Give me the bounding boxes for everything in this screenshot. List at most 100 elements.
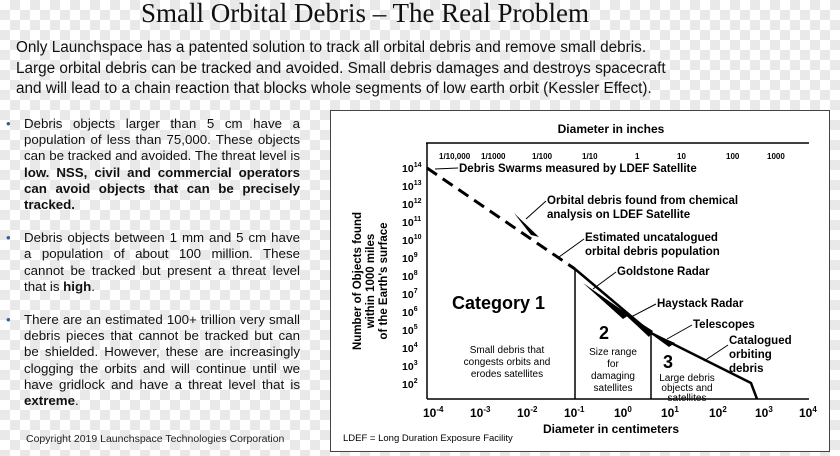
haystack-segment (619, 309, 653, 337)
bullet-bold-text: low. NSS, civil and commercial operators… (24, 164, 300, 213)
y-axis-ticks: 1014 1013 1012 1011 1010 109 108 107 106… (402, 162, 422, 391)
leader-line (592, 271, 617, 290)
bullet-text: Debris objects between 1 mm and 5 cm hav… (24, 230, 300, 294)
top-tick-label: 1 (635, 152, 640, 161)
y-tick-label: 1010 (402, 234, 422, 247)
goldstone-label: Goldstone Radar (617, 266, 710, 278)
leader-line (525, 200, 547, 220)
region-2-label: 2 (599, 323, 609, 343)
bullet-suffix: . (75, 393, 79, 409)
bullet-bold-text: extreme (24, 393, 76, 409)
bullet-bold-text: high (63, 278, 92, 294)
bottom-tick-label: 104 (799, 405, 817, 420)
top-tick-label: 1/100 (532, 152, 553, 161)
orbital-debris-label-2: analysis on LDEF Satellite (547, 209, 690, 221)
category-1-desc-line: Small debris that (470, 345, 545, 356)
telescopes-label: Telescopes (693, 319, 755, 331)
slide-title: Small Orbital Debris – The Real Problem (141, 0, 589, 28)
y-axis-title-line: of the Earth's surface (378, 222, 390, 339)
y-tick-label: 108 (402, 270, 418, 283)
catalogued-label-1: Catalogued (729, 335, 792, 347)
bullet-text: Debris objects larger than 5 cm have a p… (24, 116, 300, 164)
region-3-label: 3 (663, 352, 673, 372)
bottom-tick-label: 10-1 (564, 405, 585, 420)
top-tick-label: 1/10 (582, 152, 598, 161)
leader-line (558, 238, 585, 258)
y-axis-title: Number of Objects found within 1000 mile… (352, 212, 390, 350)
region-2-desc-line: satellites (594, 383, 633, 394)
ldef-footnote: LDEF = Long Duration Exposure Facility (343, 433, 513, 444)
leader-line (434, 167, 459, 170)
debris-diagram-svg: Diameter in inches 1/10,000 1/1000 1/100… (343, 122, 817, 444)
bottom-tick-label: 101 (661, 405, 679, 420)
y-tick-label: 107 (402, 288, 418, 301)
bullet-item-large-debris: • Debris objects larger than 5 cm have a… (6, 116, 300, 213)
debris-diagram: Diameter in inches 1/10,000 1/1000 1/100… (330, 110, 830, 452)
bottom-axis-title: Diameter in centimeters (543, 422, 679, 436)
category-1-description: Small debris that congests orbits and er… (464, 345, 551, 380)
bullet-icon: • (6, 230, 11, 246)
ldef-swarms-label: Debris Swarms measured by LDEF Satellite (459, 163, 697, 175)
leader-line (666, 324, 693, 340)
estimated-label-1: Estimated uncatalogued (585, 232, 718, 244)
category-1-label: Category 1 (452, 293, 545, 313)
region-2-desc-line: for (607, 359, 619, 370)
telescopes-segment (647, 331, 675, 347)
bottom-tick-label: 100 (614, 405, 632, 420)
haystack-label: Haystack Radar (657, 298, 744, 310)
y-tick-label: 109 (402, 252, 418, 265)
catalogued-label-2: orbiting (729, 349, 772, 361)
bottom-tick-label: 103 (755, 405, 773, 420)
bullet-item-small-debris: • There are an estimated 100+ trillion v… (6, 312, 300, 409)
y-tick-label: 104 (402, 342, 418, 355)
region-3-desc-line: Large debris (659, 373, 715, 384)
bottom-tick-label: 102 (709, 405, 727, 420)
y-tick-label: 1011 (402, 216, 421, 229)
bullet-item-medium-debris: • Debris objects between 1 mm and 5 cm h… (6, 230, 300, 295)
top-tick-label: 1/1000 (481, 152, 506, 161)
region-3-desc-line: objects and (661, 383, 712, 394)
bottom-tick-label: 10-3 (470, 405, 491, 420)
copyright-notice: Copyright 2019 Launchspace Technologies … (26, 433, 285, 445)
region-2-description: Size range for damaging satellites (589, 347, 637, 394)
category-1-desc-line: congests orbits and (464, 357, 551, 368)
y-tick-label: 1012 (402, 198, 422, 211)
debris-curve-dashed (426, 166, 576, 271)
intro-line: and will lead to a chain reaction that b… (16, 80, 652, 97)
region-2-desc-line: Size range (589, 347, 637, 358)
bullet-icon: • (6, 116, 11, 131)
top-tick-label: 100 (726, 152, 740, 161)
y-tick-label: 1014 (402, 162, 422, 175)
leader-line (630, 303, 657, 318)
y-tick-label: 1013 (402, 180, 422, 193)
intro-line: Only Launchspace has a patented solution… (16, 39, 647, 56)
bullet-text: There are an estimated 100+ trillion ver… (24, 312, 300, 392)
y-tick-label: 103 (402, 360, 418, 373)
leader-line (703, 344, 729, 362)
orbital-debris-label-1: Orbital debris found from chemical (547, 195, 738, 207)
bottom-tick-label: 10-2 (517, 405, 538, 420)
goldstone-segment (583, 283, 629, 319)
intro-paragraph: Only Launchspace has a patented solution… (16, 38, 716, 100)
top-axis-title: Diameter in inches (558, 122, 665, 136)
ldef-chemical-segment (514, 213, 539, 237)
bottom-tick-label: 10-4 (423, 405, 444, 420)
region-3-description: Large debris objects and satellites (659, 373, 715, 404)
y-axis-title-line: within 1000 miles (365, 234, 377, 330)
y-axis-title-line: Number of Objects found (352, 212, 364, 350)
intro-line: Large orbital debris can be tracked and … (16, 59, 666, 77)
bullet-list: • Debris objects larger than 5 cm have a… (6, 116, 300, 426)
y-tick-label: 105 (402, 324, 418, 337)
region-3-desc-line: satellites (668, 393, 707, 404)
bullet-suffix: . (91, 278, 95, 294)
y-tick-label: 106 (402, 306, 418, 319)
top-tick-label: 1000 (767, 152, 785, 161)
top-tick-label: 1/10,000 (439, 152, 471, 161)
estimated-label-2: orbital debris population (585, 246, 720, 258)
y-tick-label: 102 (402, 378, 418, 391)
bottom-axis-ticks: 10-4 10-3 10-2 10-1 100 101 102 103 104 (423, 405, 817, 420)
region-2-desc-line: damaging (591, 371, 635, 382)
catalogued-label-3: debris (729, 363, 764, 375)
top-tick-label: 10 (677, 152, 686, 161)
top-axis-ticks: 1/10,000 1/1000 1/100 1/10 1 10 100 1000 (439, 152, 785, 161)
